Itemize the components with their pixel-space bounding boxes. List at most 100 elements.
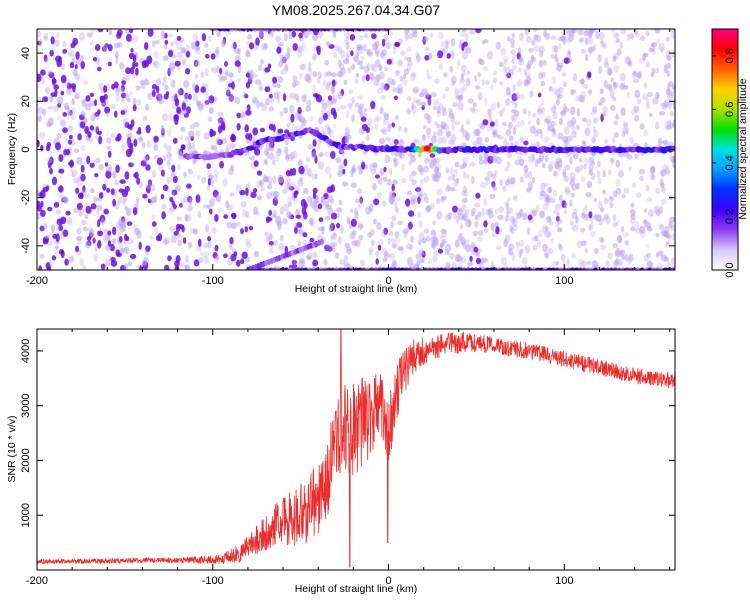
spectrogram-noise-dot bbox=[562, 103, 567, 112]
spectrogram-noise-dot bbox=[214, 174, 218, 183]
spectrogram-noise-dot bbox=[308, 218, 315, 226]
spectrogram-noise-dot bbox=[130, 36, 135, 42]
spectrogram-noise-dot bbox=[544, 182, 548, 188]
spectrogram-noise-dot bbox=[383, 83, 390, 91]
spectrogram-noise-dot bbox=[514, 159, 521, 166]
spectrogram-noise-dot bbox=[635, 192, 642, 199]
spectrogram-noise-dot bbox=[207, 116, 213, 123]
spectrogram-noise-dot bbox=[130, 119, 135, 127]
spectrogram-noise-dot bbox=[37, 140, 40, 148]
spectrogram-noise-dot bbox=[405, 107, 410, 114]
spectrogram-noise-dot bbox=[576, 94, 583, 102]
spectrogram-noise-dot bbox=[242, 209, 247, 218]
spectrogram-noise-dot bbox=[576, 240, 582, 249]
spectrogram-noise-dot bbox=[276, 96, 281, 104]
spectrogram-noise-dot bbox=[197, 238, 202, 248]
spectrogram-noise-dot bbox=[396, 196, 401, 202]
spectrogram-noise-dot bbox=[460, 203, 467, 213]
spectrogram-noise-dot bbox=[643, 254, 649, 262]
spectrogram-noise-dot bbox=[562, 168, 567, 176]
spectrogram-noise-dot bbox=[424, 196, 430, 203]
spectrogram-noise-dot bbox=[655, 121, 660, 130]
spectrogram-noise-dot bbox=[214, 214, 219, 222]
spectrogram-noise-dot bbox=[546, 215, 552, 223]
spectrogram-noise-dot bbox=[172, 175, 178, 184]
spectrogram-noise-dot bbox=[600, 39, 604, 45]
spectrogram-noise-dot bbox=[184, 92, 189, 100]
spectrogram-noise-dot bbox=[219, 67, 223, 75]
spectrogram-noise-dot bbox=[65, 210, 71, 216]
spectrogram-noise-dot bbox=[464, 209, 470, 215]
spectrogram-noise-dot bbox=[671, 50, 675, 58]
spectrogram-noise-dot bbox=[666, 55, 672, 62]
spectrogram-noise-dot bbox=[58, 185, 64, 193]
spectrogram-noise-dot bbox=[174, 115, 178, 121]
spectrogram-noise-dot bbox=[303, 201, 308, 209]
spectrogram-noise-dot bbox=[597, 54, 602, 63]
spectrogram-noise-dot bbox=[312, 93, 319, 98]
spectrogram-noise-dot bbox=[290, 151, 295, 160]
spectrogram-noise-dot bbox=[552, 110, 558, 120]
spectrogram-noise-dot bbox=[103, 93, 108, 101]
spectrogram-noise-dot bbox=[262, 158, 268, 165]
spectrogram-noise-dot bbox=[386, 58, 392, 65]
spectrogram-noise-dot bbox=[459, 94, 464, 101]
spectrogram-noise-dot bbox=[526, 35, 532, 43]
spectrogram-noise-dot bbox=[217, 139, 223, 146]
spectrogram-noise-dot bbox=[185, 148, 189, 153]
spectrogram-noise-dot bbox=[394, 201, 398, 208]
spectrogram-noise-dot bbox=[516, 246, 520, 252]
spectrogram-noise-dot bbox=[616, 234, 623, 244]
spectrogram-noise-dot bbox=[477, 57, 483, 65]
spectrogram-noise-dot bbox=[248, 42, 255, 50]
spectrogram-noise-dot bbox=[437, 50, 444, 59]
spectrogram-noise-dot bbox=[165, 145, 172, 152]
spectrogram-noise-dot bbox=[288, 154, 294, 162]
spectrogram-noise-dot bbox=[490, 84, 494, 91]
spectrogram-noise-dot bbox=[613, 260, 618, 270]
spectrogram-noise-dot bbox=[307, 195, 312, 204]
spectrogram-noise-dot bbox=[626, 92, 631, 98]
spectrogram-noise-dot bbox=[603, 197, 609, 205]
spectrogram-noise-dot bbox=[377, 176, 383, 185]
spectrogram-noise-dot bbox=[580, 77, 585, 85]
spectrogram-noise-dot bbox=[323, 71, 328, 78]
spectrogram-noise-dot bbox=[121, 80, 126, 85]
spectrogram-noise-dot bbox=[586, 260, 592, 266]
spectrogram-noise-dot bbox=[303, 187, 309, 195]
spectrogram-noise-dot bbox=[592, 125, 597, 134]
spectrogram-noise-dot bbox=[114, 110, 118, 118]
spectrogram-noise-dot bbox=[506, 207, 513, 214]
spectrogram-noise-dot bbox=[194, 158, 198, 163]
spectrogram-noise-dot bbox=[613, 82, 619, 89]
spectrogram-noise-dot bbox=[245, 52, 251, 57]
spectrogram-noise-dot bbox=[384, 87, 389, 92]
spectrogram-noise-dot bbox=[367, 232, 373, 238]
spectrogram-noise-dot bbox=[391, 242, 398, 249]
spectrogram-noise-dot bbox=[200, 86, 206, 93]
spectrogram-noise-dot bbox=[298, 228, 303, 237]
spectrogram-noise-dot bbox=[327, 204, 332, 210]
spectrogram-noise-dot bbox=[668, 80, 674, 88]
spectrogram-noise-dot bbox=[98, 164, 104, 171]
spectrogram-noise-dot bbox=[546, 125, 551, 132]
spectrogram-noise-dot bbox=[222, 178, 228, 187]
spectrogram-noise-dot bbox=[576, 124, 580, 131]
spectrogram-noise-dot bbox=[357, 203, 362, 209]
spectrogram-noise-dot bbox=[195, 194, 201, 204]
spectrogram-noise-dot bbox=[492, 130, 496, 136]
spectrogram-noise-dot bbox=[177, 239, 182, 247]
spectrogram-noise-dot bbox=[293, 190, 298, 199]
spectrogram-noise-dot bbox=[543, 29, 548, 38]
spectrogram-noise-dot bbox=[302, 232, 308, 238]
spectrogram-noise-dot bbox=[412, 30, 418, 38]
spectrogram-noise-dot bbox=[327, 95, 333, 101]
spectrogram-noise-dot bbox=[367, 118, 373, 125]
spectrogram-noise-dot bbox=[602, 169, 606, 178]
spectrogram-noise-dot bbox=[96, 208, 100, 216]
spectrogram-noise-dot bbox=[372, 164, 377, 172]
spectrogram-noise-dot bbox=[393, 139, 399, 146]
spectrogram-noise-dot bbox=[80, 60, 85, 70]
spectrogram-noise-dot bbox=[432, 235, 438, 245]
spectrogram-noise-dot bbox=[307, 67, 312, 72]
